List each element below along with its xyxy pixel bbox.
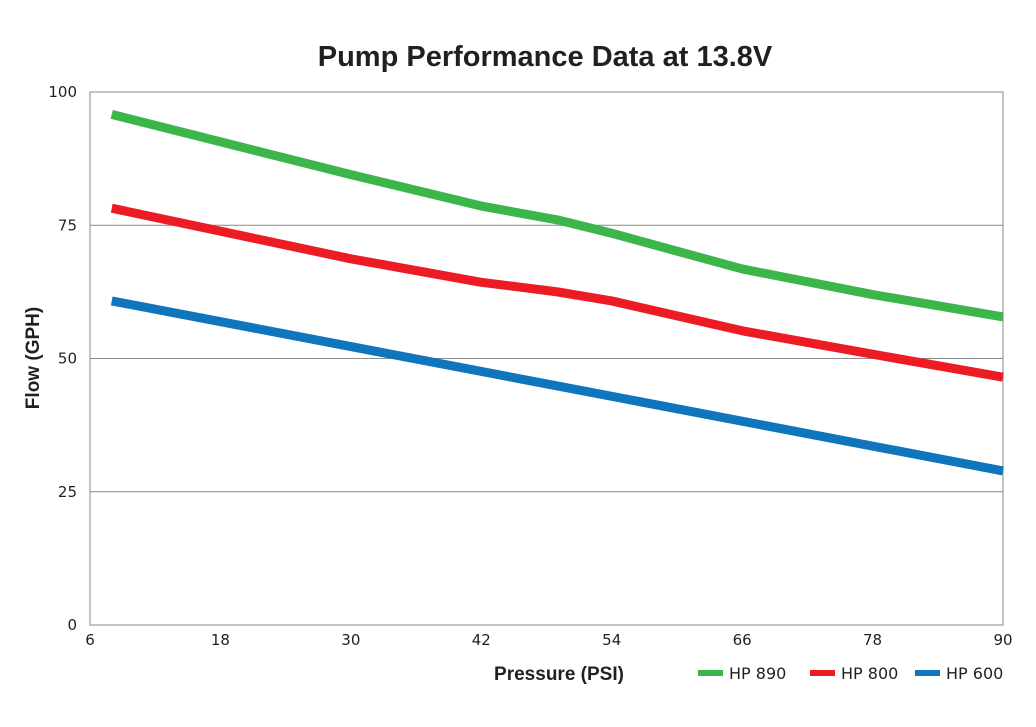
y-axis-label: Flow (GPH) [23, 307, 44, 409]
x-tick-label: 6 [85, 631, 95, 649]
x-tick-label: 66 [733, 631, 752, 649]
x-tick-label: 30 [341, 631, 360, 649]
x-tick-label: 18 [211, 631, 230, 649]
y-tick-label: 100 [48, 83, 77, 101]
x-tick-label: 54 [602, 631, 621, 649]
series-line-hp-600 [110, 296, 1004, 476]
y-tick-label: 50 [58, 350, 77, 368]
series-line-hp-800 [110, 203, 1004, 382]
legend-label: HP 600 [946, 664, 1003, 683]
legend-label: HP 890 [729, 664, 786, 683]
legend-label: HP 800 [841, 664, 898, 683]
chart-title: Pump Performance Data at 13.8V [318, 41, 773, 73]
x-tick-label: 90 [993, 631, 1012, 649]
x-axis-label: Pressure (PSI) [494, 664, 624, 685]
y-tick-label: 0 [67, 616, 77, 634]
y-tick-label: 25 [58, 483, 77, 501]
x-tick-label: 78 [863, 631, 882, 649]
x-tick-label: 42 [472, 631, 491, 649]
series-line-hp-890 [110, 110, 1004, 322]
y-tick-label: 75 [58, 216, 77, 234]
